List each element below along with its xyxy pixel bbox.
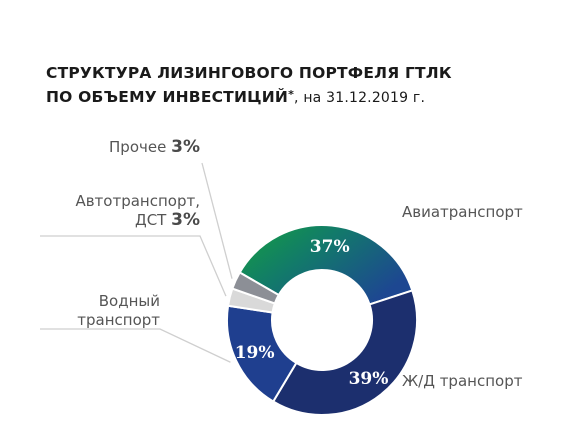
title-date-note: , на 31.12.2019 г.	[294, 90, 426, 106]
label-auto-name-1: Автотранспорт,	[75, 192, 200, 210]
chart-title: СТРУКТУРА ЛИЗИНГОВОГО ПОРТФЕЛЯ ГТЛК ПО О…	[46, 62, 452, 109]
leader-auto	[40, 235, 227, 297]
label-water-name-2: транспорт	[77, 311, 160, 329]
label-water-name-1: Водный	[98, 292, 160, 310]
label-auto-pct: 3%	[171, 210, 200, 230]
donut-slices	[226, 224, 418, 416]
label-auto-line-2: ДСТ 3%	[20, 211, 200, 230]
leader-water	[40, 328, 231, 363]
slice-value-water: 19%	[235, 343, 275, 363]
label-rail: Ж/Д транспорт	[402, 372, 523, 390]
slice-rail	[271, 289, 418, 416]
title-asterisk: *	[288, 88, 295, 101]
label-auto-name-2: ДСТ	[134, 211, 167, 229]
label-aviation: Авиатранспорт	[402, 203, 523, 221]
label-water: Водный транспорт	[40, 292, 160, 330]
leader-lines	[40, 162, 233, 363]
slice-value-labels: 37% 39% 19%	[235, 237, 389, 389]
label-other-name: Прочее	[109, 138, 167, 156]
label-other: Прочее 3%	[60, 138, 200, 157]
title-line-2: ПО ОБЪЕМУ ИНВЕСТИЦИЙ*, на 31.12.2019 г.	[46, 84, 452, 109]
leader-other	[201, 162, 233, 279]
slice-value-aviation: 37%	[310, 237, 350, 257]
slice-aviation	[238, 224, 414, 306]
slice-other	[231, 271, 281, 305]
title-line-2-main: ПО ОБЪЕМУ ИНВЕСТИЦИЙ	[46, 88, 289, 106]
label-auto: Автотранспорт, ДСТ 3%	[20, 192, 200, 230]
slice-value-rail: 39%	[349, 369, 389, 389]
title-line-1: СТРУКТУРА ЛИЗИНГОВОГО ПОРТФЕЛЯ ГТЛК	[46, 64, 452, 82]
label-other-pct: 3%	[171, 137, 200, 157]
